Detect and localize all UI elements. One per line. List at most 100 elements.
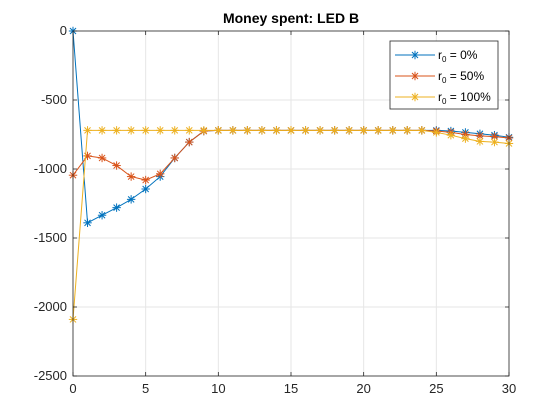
marker-stroke [113,204,120,212]
y-tick-label: -1500 [34,230,67,245]
marker-stroke [127,173,135,180]
marker-stroke [491,138,498,146]
data-point [475,137,485,146]
data-point [97,126,107,135]
marker-stroke [156,126,164,134]
marker-stroke [171,126,179,134]
data-point [228,126,238,135]
y-tick-label: -500 [41,92,67,107]
marker-stroke [229,126,237,134]
data-point [214,126,223,135]
data-point [126,126,136,135]
data-point [141,175,150,185]
marker-stroke [84,219,91,227]
x-tick-label: 10 [211,381,225,396]
data-point [112,126,121,135]
marker-stroke [389,126,397,134]
marker-stroke [142,176,150,184]
x-tick-label: 30 [502,381,516,396]
data-point [301,126,310,135]
marker-stroke [273,126,280,134]
data-point [199,126,208,135]
marker-stroke [113,162,120,169]
marker-stroke [244,126,251,134]
data-point [83,126,92,135]
marker-stroke [84,126,91,134]
marker-stroke [316,126,324,134]
marker-stroke [374,126,382,134]
marker-stroke [476,138,484,145]
marker-stroke [432,129,440,136]
marker-stroke [360,126,368,134]
data-point [170,153,179,163]
legend-marker [410,71,420,81]
marker-stroke [185,138,193,146]
legend-marker [410,92,420,102]
marker-stroke [345,126,353,134]
marker-stroke [142,185,150,193]
data-point [141,184,150,194]
legend-box [389,40,499,110]
chart-title: Money spent: LED B [223,10,359,26]
data-point [374,126,383,135]
legend-entry: r0 = 50% [395,69,484,85]
data-point [344,126,354,135]
x-tick-label: 15 [284,381,298,396]
legend-entry: r0 = 0% [395,48,478,64]
data-point [403,126,412,135]
marker-stroke [156,170,164,178]
data-point [243,126,252,135]
marker-stroke [287,126,295,134]
marker-stroke [476,132,484,140]
data-point [432,128,441,137]
data-point [490,137,499,147]
data-point [141,126,150,135]
data-point [126,172,136,181]
y-tick-label: 0 [60,23,67,38]
marker-stroke [462,135,469,143]
legend: r0 = 0% r0 = 50% r0 = 100% [389,40,499,110]
y-tick-label: -1000 [34,161,67,176]
marker-stroke [411,93,419,101]
data-point [490,132,499,141]
legend-marker [410,50,420,60]
x-tick-label: 0 [69,381,76,396]
marker-stroke [411,51,419,59]
marker-stroke [98,126,106,134]
data-point [170,126,179,135]
data-point [126,195,136,204]
marker-stroke [258,126,266,134]
marker-stroke [98,211,106,219]
tick-labels: 0 5 10 15 20 25 30 0 -500 -1000 -1500 -2000 -2500 [34,23,516,396]
data-point [272,126,281,135]
x-tick-label: 20 [356,381,370,396]
marker-stroke [200,126,208,134]
marker-stroke [403,126,411,134]
legend-entry: r0 = 100% [395,90,491,106]
data-point [330,126,339,135]
marker-stroke [302,126,309,134]
data-point [156,169,165,179]
data-point [83,218,92,228]
data-point [388,126,397,135]
axes [72,30,510,377]
x-tick-label: 5 [142,381,149,396]
x-tick-label: 25 [429,381,443,396]
data-point [112,161,121,170]
data-point [359,126,368,135]
data-point [156,126,165,135]
data-point [286,126,296,135]
data-point [112,203,121,212]
marker-stroke [171,154,179,162]
legend-label: r0 = 100% [438,90,491,106]
marker-stroke [491,133,498,140]
marker-stroke [127,195,135,203]
marker-stroke [331,126,338,134]
data-point [461,134,470,143]
legend-label: r0 = 50% [438,69,484,85]
marker-stroke [447,131,455,139]
y-tick-label: -2500 [34,368,67,383]
data-point [97,211,107,220]
data-point [315,126,325,135]
